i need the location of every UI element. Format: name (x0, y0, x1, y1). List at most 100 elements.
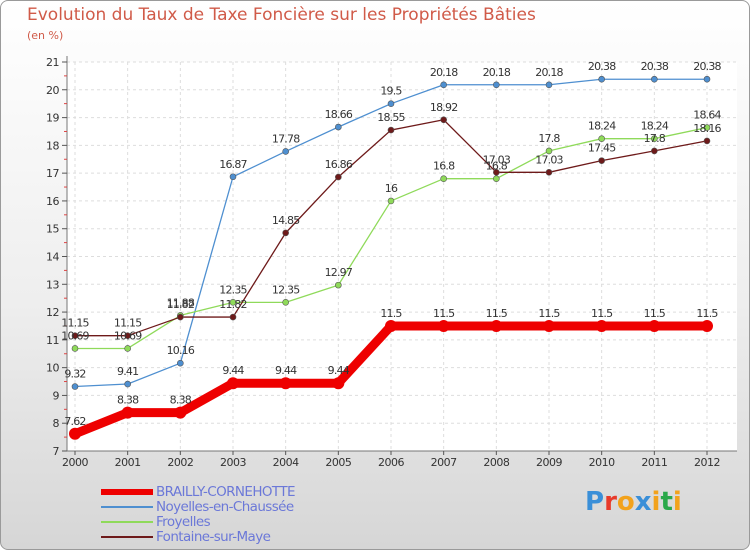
data-label: 11.5 (644, 307, 666, 320)
data-label: 20.18 (483, 66, 511, 79)
data-point (124, 380, 131, 388)
data-label: 17.78 (272, 132, 300, 145)
x-tick-label: 2003 (220, 456, 246, 469)
data-label: 20.38 (588, 60, 616, 73)
data-label: 20.18 (535, 66, 563, 79)
data-label: 11.15 (61, 317, 89, 330)
data-label: 18.64 (693, 109, 721, 122)
data-point (387, 126, 395, 134)
data-point (545, 81, 553, 89)
data-label: 18.24 (588, 120, 616, 133)
data-point (124, 345, 131, 352)
data-label: 19.5 (380, 85, 402, 98)
y-tick-label: 10 (46, 362, 59, 375)
legend-label: Fontaine-sur-Maye (156, 529, 271, 545)
data-label: 18.16 (693, 122, 721, 135)
y-tick-label: 9 (53, 389, 60, 402)
y-tick-label: 14 (46, 251, 59, 264)
data-label: 18.66 (325, 108, 353, 121)
x-tick-label: 2012 (694, 456, 720, 469)
data-label: 11.5 (380, 307, 402, 320)
data-point (335, 123, 342, 131)
y-tick-label: 19 (46, 112, 59, 125)
data-label: 18.24 (641, 120, 669, 133)
data-point (493, 81, 500, 89)
data-point (385, 319, 397, 332)
data-point (121, 406, 134, 419)
data-label: 11.5 (486, 307, 508, 320)
x-tick-label: 2008 (483, 456, 509, 469)
data-label: 18.55 (377, 111, 405, 124)
data-point (545, 169, 553, 176)
legend-label: Froyelles (156, 514, 211, 530)
data-label: 9.44 (222, 364, 244, 377)
data-point (282, 229, 289, 237)
y-tick-label: 21 (46, 56, 59, 69)
data-point (701, 319, 713, 332)
data-point (71, 383, 79, 390)
data-point (282, 148, 289, 155)
data-label: 16.86 (325, 158, 353, 171)
logo-letter: i (672, 487, 682, 517)
data-label: 8.38 (117, 394, 139, 407)
logo-letter: r (604, 487, 617, 517)
data-point (545, 147, 553, 155)
data-point (598, 75, 605, 83)
y-tick-label: 16 (46, 195, 59, 208)
y-tick-label: 11 (46, 334, 59, 347)
y-tick-label: 7 (53, 445, 60, 458)
data-label: 10.69 (61, 329, 89, 342)
data-point (282, 299, 289, 306)
x-tick-label: 2001 (115, 456, 141, 469)
data-label: 17.03 (535, 153, 563, 166)
data-label: 20.38 (641, 60, 669, 73)
data-point (229, 313, 237, 321)
data-point (335, 173, 342, 181)
data-point (229, 299, 237, 306)
x-tick-label: 2000 (62, 456, 88, 469)
data-point (703, 124, 711, 131)
data-point (387, 197, 395, 205)
logo-letter: P (585, 487, 605, 517)
data-label: 20.18 (430, 66, 458, 79)
logo-letter: i (651, 487, 661, 517)
data-point (651, 135, 658, 142)
logo-letter: t (660, 487, 673, 517)
data-label: 17.8 (538, 132, 560, 145)
data-label: 16.8 (486, 160, 508, 173)
data-point (69, 427, 81, 440)
logo-letter: o (616, 487, 635, 517)
data-label: 16 (385, 182, 398, 195)
data-point (493, 175, 500, 182)
x-tick-label: 2011 (641, 456, 667, 469)
data-point (177, 359, 184, 367)
data-label: 17.03 (483, 153, 511, 166)
data-point (543, 319, 555, 332)
data-point (490, 319, 503, 332)
data-label: 9.44 (275, 364, 297, 377)
data-point (651, 147, 658, 155)
data-point (229, 173, 237, 181)
logo-letter: x (634, 487, 652, 517)
data-point (71, 332, 79, 339)
data-label: 11.82 (167, 298, 195, 311)
x-tick-label: 2007 (431, 456, 457, 469)
data-point (335, 281, 342, 289)
legend-swatch (101, 536, 153, 538)
data-point (440, 116, 447, 124)
data-label: 12.35 (272, 283, 300, 296)
data-point (595, 319, 608, 332)
data-point (598, 135, 605, 142)
x-tick-label: 2004 (273, 456, 299, 469)
y-tick-label: 8 (53, 417, 60, 430)
data-label: 11.82 (219, 298, 247, 311)
data-point (332, 377, 345, 390)
data-label: 18.92 (430, 101, 458, 114)
data-label: 9.44 (328, 364, 350, 377)
data-point (440, 175, 447, 182)
data-point (648, 319, 661, 332)
data-point (71, 345, 79, 352)
data-label: 11.15 (114, 317, 142, 330)
data-label: 7.62 (64, 415, 85, 428)
